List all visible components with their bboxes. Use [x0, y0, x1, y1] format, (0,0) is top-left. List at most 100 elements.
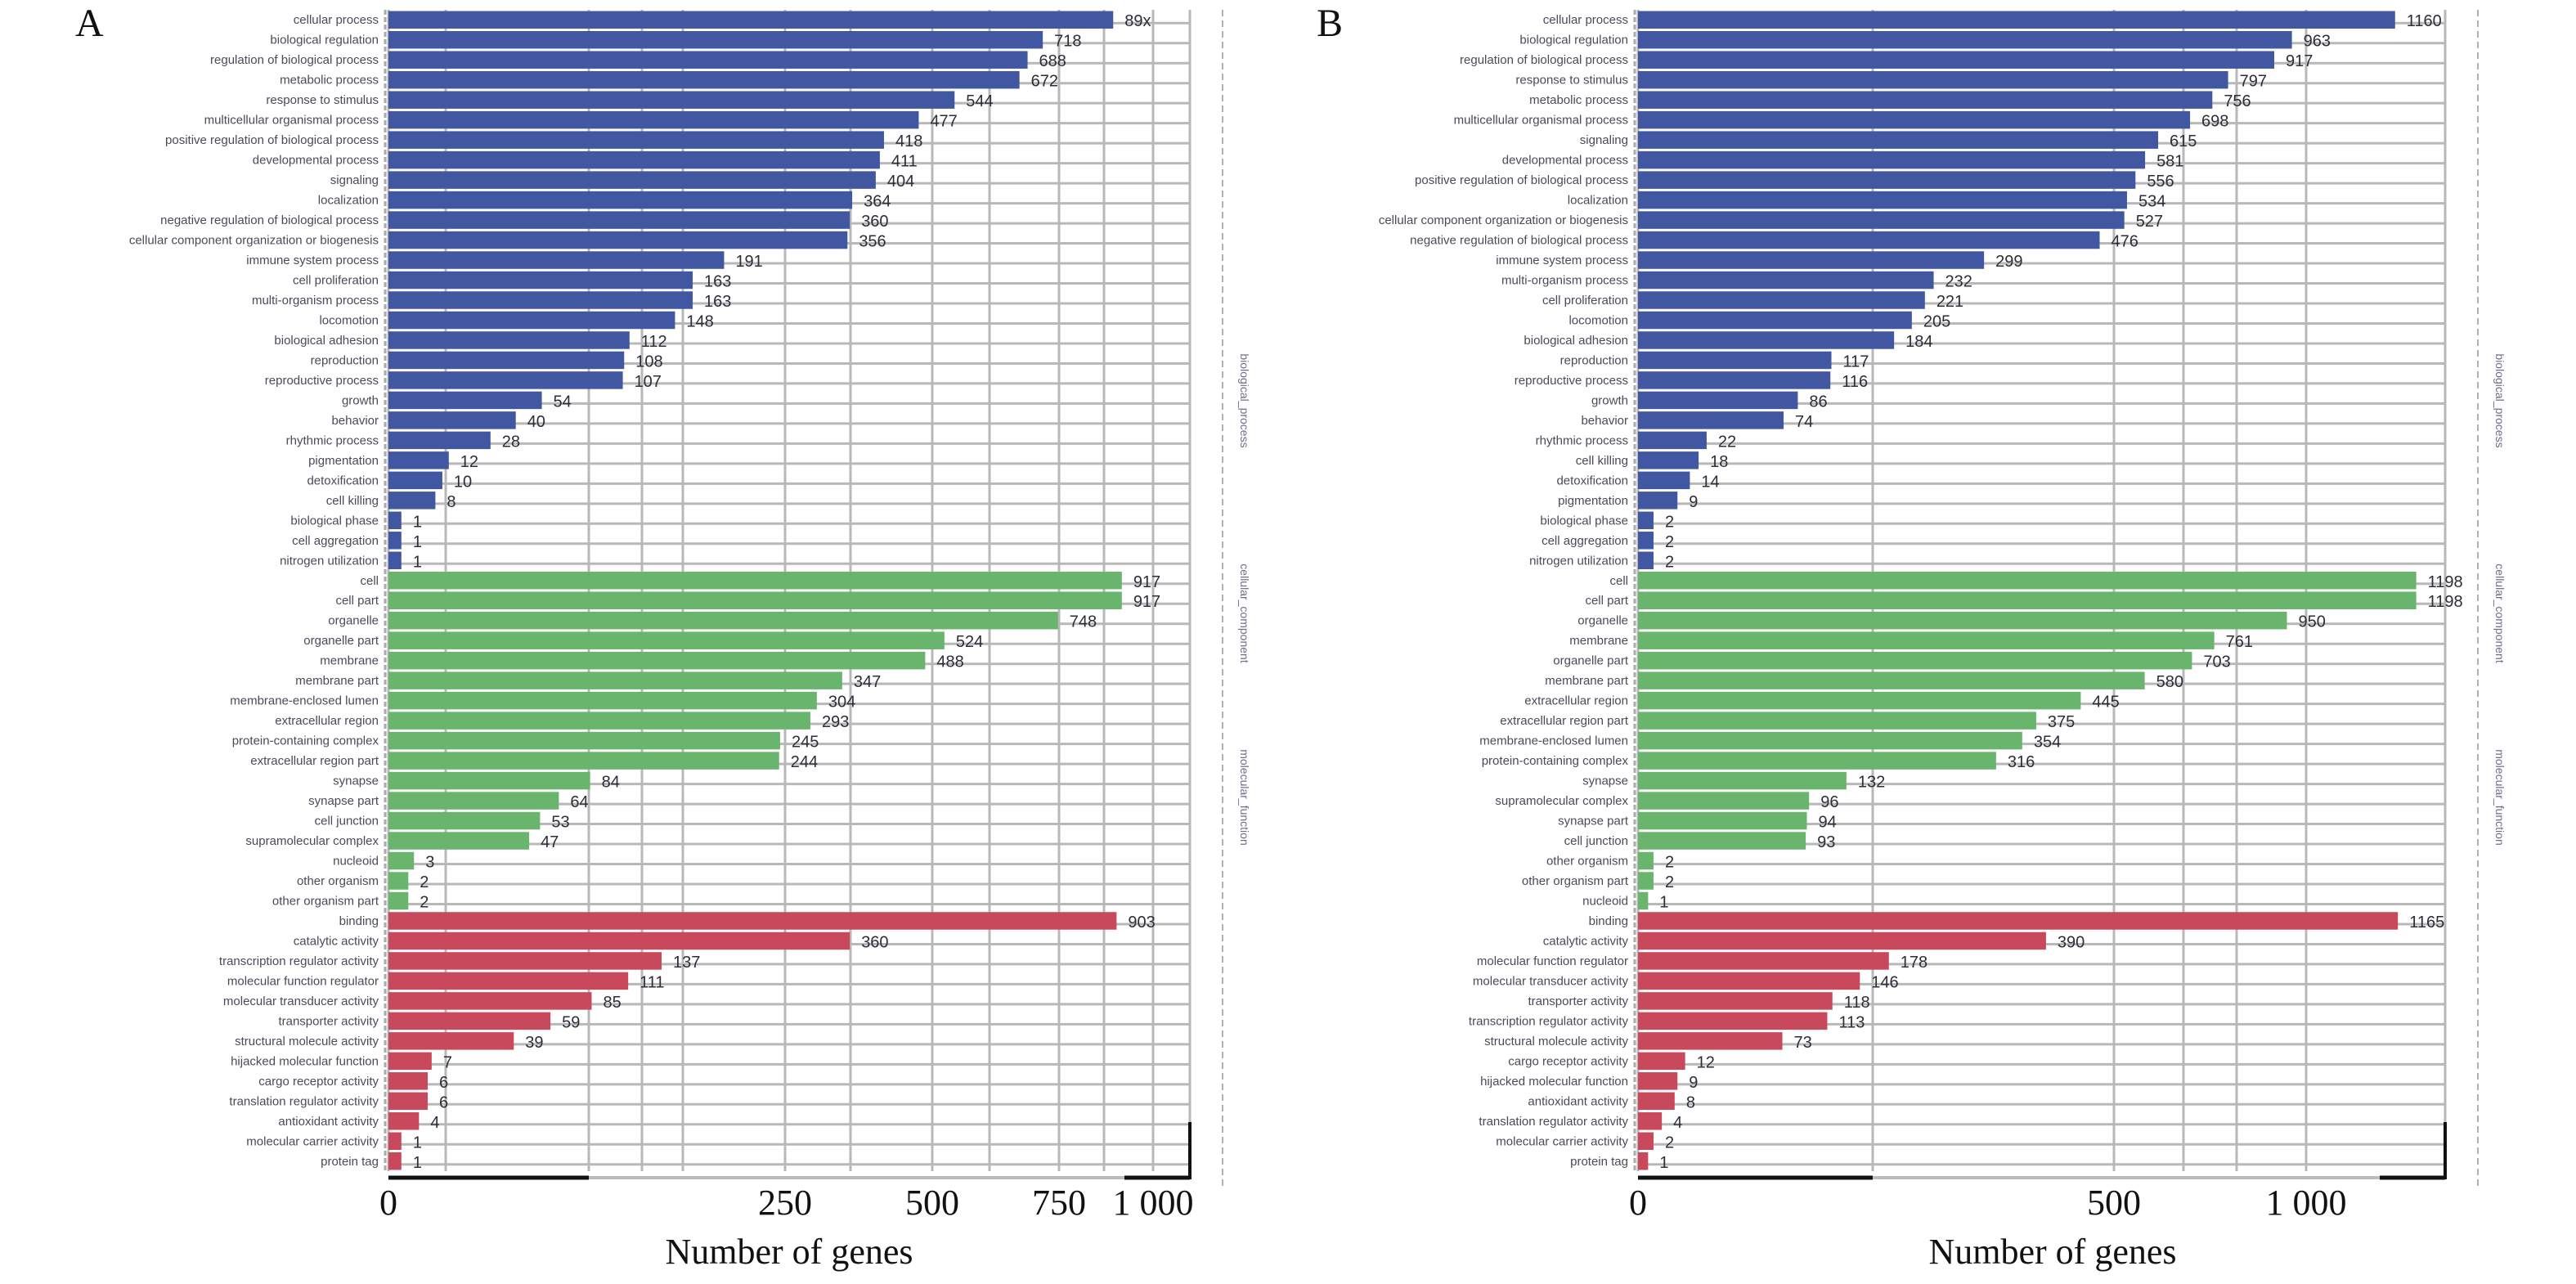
value-label: 59: [562, 1013, 580, 1031]
bar-regulation-of-biological-process: [1638, 51, 2274, 69]
bar-molecular-carrier-activity: [388, 1132, 402, 1151]
bar-molecular-function-regulator: [388, 972, 629, 990]
category-label: localization: [1568, 194, 1628, 208]
category-label: antioxidant activity: [278, 1115, 379, 1129]
bar-membrane: [1638, 631, 2215, 649]
value-label: 40: [527, 413, 545, 431]
value-label: 113: [1838, 1013, 1865, 1031]
bar-translation-regulator-activity: [1638, 1112, 1663, 1130]
bar-cell-proliferation: [388, 271, 693, 290]
value-label: 1: [413, 553, 422, 571]
value-label: 1198: [2428, 573, 2463, 591]
value-label: 356: [859, 233, 886, 251]
value-label: 6: [439, 1093, 448, 1111]
x-axis-a: 0 250 500 750 1 000: [379, 1122, 1194, 1223]
category-labels-a: cellular process biological regulation reg…: [129, 13, 379, 1169]
bar-synapse: [1638, 771, 1847, 790]
bar-nitrogen-utilization: [388, 551, 402, 570]
value-label: 108: [635, 352, 662, 370]
bar-hijacked-molecular-function: [388, 1052, 432, 1071]
value-label: 132: [1858, 774, 1885, 792]
bar-immune-system-process: [1638, 251, 1985, 269]
category-label: cell junction: [1564, 834, 1628, 848]
bar-organelle-part: [388, 631, 945, 649]
bar-extracellular-region-part: [388, 752, 779, 770]
category-label: other organism part: [272, 894, 379, 908]
value-label: 1: [1659, 1154, 1668, 1172]
value-label: 950: [2299, 613, 2326, 631]
bar-positive-regulation-of-biological-process: [388, 131, 884, 149]
value-label: 12: [1697, 1053, 1715, 1071]
value-label: 10: [454, 473, 472, 491]
value-label: 148: [686, 312, 713, 330]
bar-detoxification: [1638, 471, 1690, 490]
value-label: 488: [936, 653, 963, 671]
value-label: 93: [1817, 833, 1835, 851]
bar-antioxidant-activity: [388, 1112, 420, 1130]
value-label: 404: [887, 173, 914, 191]
value-label: 748: [1070, 613, 1097, 631]
value-label: 6: [439, 1074, 448, 1092]
bar-synapse-part: [388, 792, 559, 810]
bar-molecular-transducer-activity: [388, 992, 592, 1010]
value-label: 85: [603, 994, 621, 1012]
bar-behavior: [1638, 411, 1784, 429]
bar-transcription-regulator-activity: [1638, 1012, 1828, 1030]
category-label: protein tag: [321, 1155, 379, 1169]
bar-transporter-activity: [1638, 992, 1833, 1010]
category-label: cell killing: [326, 494, 379, 508]
bar-positive-regulation-of-biological-process: [1638, 171, 2136, 189]
bar-cell-part: [1638, 591, 2417, 609]
value-label: 418: [895, 132, 922, 150]
panel-letter-b: B: [1317, 2, 1343, 45]
category-label: growth: [342, 393, 379, 407]
category-label: molecular transducer activity: [1473, 974, 1629, 988]
category-label: molecular function regulator: [227, 974, 379, 988]
category-label: translation regulator activity: [1479, 1115, 1628, 1129]
x-axis-title-a: Number of genes: [665, 1232, 913, 1272]
value-label: 86: [1809, 393, 1827, 411]
bar-antioxidant-activity: [1638, 1092, 1675, 1111]
category-label: molecular carrier activity: [246, 1134, 379, 1148]
bar-reproductive-process: [1638, 371, 1831, 389]
value-label: 445: [2092, 694, 2119, 712]
value-label: 527: [2136, 213, 2163, 231]
value-label: 360: [861, 933, 888, 951]
value-label: 360: [861, 213, 888, 231]
bar-catalytic-activity: [388, 932, 850, 950]
category-label: protein-containing complex: [232, 734, 379, 748]
value-label: 116: [1842, 373, 1868, 391]
value-label: 39: [525, 1034, 543, 1052]
category-label: pigmentation: [308, 454, 379, 468]
value-label: 672: [1031, 73, 1058, 91]
category-label: rhythmic process: [286, 433, 379, 447]
bar-catalytic-activity: [1638, 932, 2046, 950]
bar-signaling: [388, 171, 876, 189]
category-label: multicellular organismal process: [204, 114, 379, 128]
category-label: cellular component organization or bioge…: [129, 234, 379, 248]
value-label: 761: [2226, 633, 2253, 651]
value-label: 524: [956, 633, 983, 651]
bar-reproductive-process: [388, 371, 623, 389]
panel-a: A cellular process biological regulation r…: [75, 2, 1251, 1272]
bar-membrane-part: [1638, 671, 2145, 689]
bar-cell-proliferation: [1638, 291, 1925, 309]
category-label: membrane-enclosed lumen: [230, 694, 379, 708]
value-label: 1: [1659, 893, 1668, 911]
category-label: binding: [1589, 914, 1628, 928]
category-label: cellular component organization or bioge…: [1379, 213, 1628, 227]
category-label: nitrogen utilization: [280, 554, 379, 568]
category-label: catalytic activity: [1543, 934, 1629, 948]
value-label: 163: [704, 293, 731, 311]
bar-protein-containing-complex: [388, 731, 780, 750]
value-label: 316: [2008, 753, 2035, 771]
bar-transcription-regulator-activity: [388, 952, 662, 970]
category-labels-b: cellular process biological regulation reg…: [1379, 13, 1629, 1169]
x-tick-label: 0: [1629, 1183, 1647, 1223]
bar-cell-aggregation: [388, 532, 402, 550]
category-label: molecular transducer activity: [223, 994, 379, 1008]
value-label: 1: [413, 1134, 422, 1152]
bar-protein-tag: [388, 1152, 402, 1170]
category-label: antioxidant activity: [1528, 1094, 1628, 1108]
value-label: 53: [551, 814, 569, 832]
